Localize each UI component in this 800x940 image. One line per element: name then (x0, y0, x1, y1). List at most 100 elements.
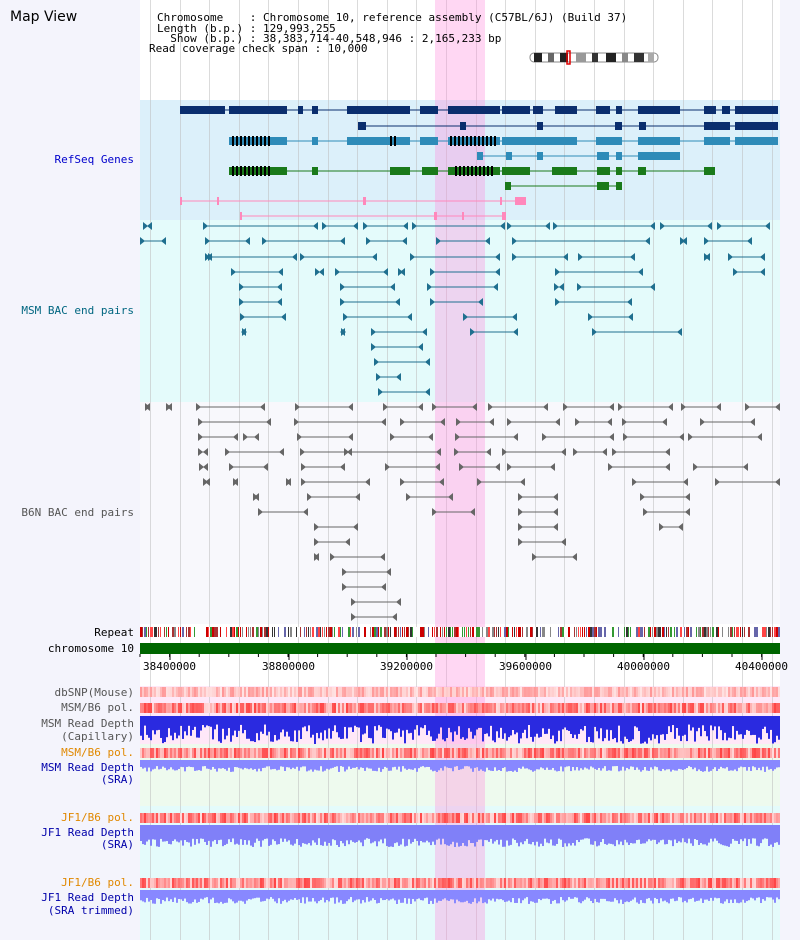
gene-exon[interactable] (515, 197, 526, 205)
gene-exon[interactable] (240, 212, 242, 220)
gene-exon[interactable] (616, 106, 622, 114)
gene-exon[interactable] (638, 137, 680, 145)
gene-exon[interactable] (597, 182, 609, 190)
depth-bar (514, 825, 516, 840)
gene-exon[interactable] (616, 182, 622, 190)
gene-exon[interactable] (180, 197, 182, 205)
gene-exon[interactable] (722, 106, 730, 114)
heat-cell (196, 687, 198, 697)
msm-bac-label[interactable]: MSM BAC end pairs (21, 304, 134, 317)
gene-exon[interactable] (229, 106, 287, 114)
gene-exon[interactable] (420, 137, 438, 145)
gene-exon[interactable] (448, 167, 500, 175)
gene-exon[interactable] (537, 152, 543, 160)
grid-line (476, 0, 477, 940)
depth-bar (286, 890, 288, 903)
heat-cell (260, 748, 262, 758)
heat-cell (680, 687, 682, 697)
b6n-bac-label[interactable]: B6N BAC end pairs (21, 506, 134, 519)
gene-exon[interactable] (616, 152, 622, 160)
gene-exon[interactable] (638, 106, 680, 114)
gene-exon[interactable] (390, 167, 410, 175)
heat-cell (340, 813, 342, 823)
gene-exon[interactable] (502, 137, 577, 145)
bac-end-marker (683, 478, 688, 486)
gene-exon[interactable] (363, 197, 366, 205)
gene-exon[interactable] (460, 122, 466, 130)
gene-exon[interactable] (615, 122, 622, 130)
gene-exon[interactable] (422, 167, 438, 175)
depth-bar (744, 716, 746, 735)
gene-exon[interactable] (616, 167, 622, 175)
gene-exon[interactable] (638, 152, 680, 160)
gene-exon[interactable] (638, 167, 646, 175)
depth-bar (690, 825, 692, 844)
gene-exon[interactable] (312, 137, 318, 145)
gene-exon[interactable] (639, 122, 646, 130)
gene-exon[interactable] (704, 106, 716, 114)
gene-exon[interactable] (180, 106, 225, 114)
bac-end-marker (240, 313, 245, 321)
gene-exon[interactable] (477, 152, 483, 160)
depth-bar (510, 825, 512, 845)
gene-exon[interactable] (735, 137, 778, 145)
heat-cell (648, 703, 650, 713)
gene-exon[interactable] (735, 122, 778, 130)
depth-bar (766, 825, 768, 839)
gene-exon[interactable] (462, 212, 464, 220)
gene-exon[interactable] (420, 106, 438, 114)
depth-bar (710, 825, 712, 839)
gene-exon[interactable] (596, 137, 622, 145)
heat-cell (498, 687, 500, 697)
gene-exon[interactable] (597, 167, 610, 175)
gene-exon[interactable] (552, 167, 577, 175)
depth-bar (300, 716, 302, 740)
gene-exon[interactable] (704, 137, 730, 145)
gene-exon[interactable] (434, 212, 437, 220)
gene-exon[interactable] (500, 197, 502, 205)
gene-exon[interactable] (506, 152, 512, 160)
gene-exon[interactable] (448, 106, 500, 114)
gene-exon[interactable] (502, 106, 530, 114)
gene-exon[interactable] (537, 122, 543, 130)
heat-cell (226, 748, 228, 758)
bac-end-marker (314, 538, 319, 546)
gene-exon[interactable] (312, 167, 318, 175)
gene-exon[interactable] (505, 182, 511, 190)
gene-exon[interactable] (358, 122, 366, 130)
chromosome-bar[interactable] (140, 643, 780, 654)
depth-bar (496, 890, 498, 899)
heat-cell (142, 813, 144, 823)
heat-cell (446, 878, 448, 888)
gene-exon[interactable] (597, 152, 609, 160)
repeat-element (312, 627, 314, 637)
gene-exon[interactable] (596, 106, 610, 114)
heat-cell (288, 813, 290, 823)
depth-bar (190, 760, 192, 768)
gene-exon[interactable] (312, 106, 318, 114)
heat-cell (286, 703, 288, 713)
depth-bar (584, 760, 586, 768)
gene-exon[interactable] (555, 106, 577, 114)
heat-cell (626, 813, 628, 823)
gene-exon[interactable] (347, 137, 410, 145)
heat-cell (728, 878, 730, 888)
heat-cell (760, 813, 762, 823)
bac-end-marker (553, 508, 558, 516)
depth-bar (316, 760, 318, 771)
gene-exon[interactable] (502, 212, 506, 220)
gene-exon[interactable] (704, 167, 715, 175)
gene-exon[interactable] (704, 122, 730, 130)
gene-exon[interactable] (298, 106, 303, 114)
gene-exon[interactable] (735, 106, 778, 114)
heat-cell (690, 687, 692, 697)
repeat-element (248, 627, 249, 637)
gene-exon[interactable] (533, 106, 543, 114)
refseq-genes-label[interactable]: RefSeq Genes (54, 153, 134, 166)
depth-bar (686, 825, 688, 844)
gene-exon[interactable] (502, 167, 530, 175)
gene-exon[interactable] (347, 106, 410, 114)
gene-exon[interactable] (217, 197, 219, 205)
heat-cell (578, 703, 580, 713)
